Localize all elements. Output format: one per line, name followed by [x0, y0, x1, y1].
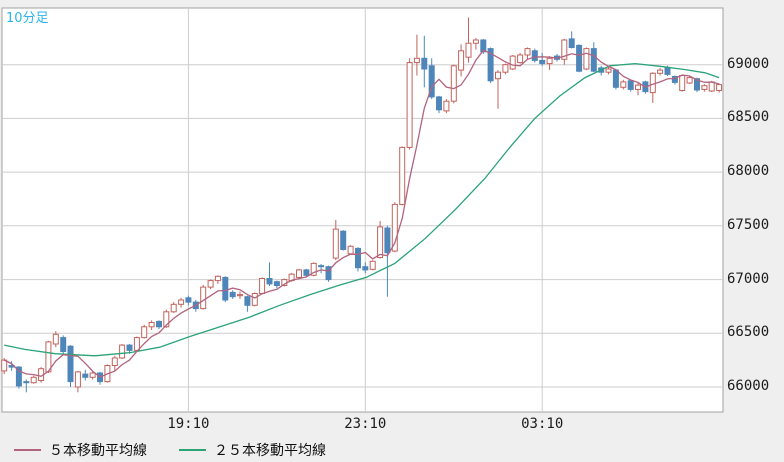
candle-up [391, 202, 398, 253]
candle-up [170, 302, 177, 313]
x-axis-label: 19:10 [167, 416, 210, 432]
candle-up [546, 56, 553, 71]
candle-up [89, 371, 96, 380]
candle-up [458, 44, 465, 77]
candle-down [421, 35, 428, 88]
y-axis-label: 69000 [727, 55, 770, 72]
candle-up [679, 74, 686, 92]
x-axis-label: 23:10 [344, 416, 387, 432]
candle-down [480, 38, 487, 54]
ma5-line-swatch-icon [14, 449, 41, 451]
candle-down [303, 268, 310, 278]
candle-up [111, 355, 118, 371]
candle-up [310, 262, 317, 277]
candle-up [296, 268, 302, 279]
candle-up [472, 37, 479, 50]
candle-up [443, 99, 450, 114]
candle-up [509, 55, 516, 71]
candle-up [495, 70, 501, 109]
candle-down [340, 230, 347, 251]
candle-up [251, 292, 258, 307]
candle-up [200, 284, 207, 310]
candle-down [185, 295, 192, 306]
legend: ５本移動平均線 ２５本移動平均線 [14, 440, 348, 460]
candle-down [23, 379, 30, 393]
y-axis-label: 66500 [727, 324, 770, 341]
y-axis-label: 66000 [727, 378, 770, 394]
candle-down [627, 79, 634, 92]
legend-item-ma25: ２５本移動平均線 [179, 440, 326, 460]
candle-down [67, 345, 74, 387]
candle-down [436, 95, 442, 114]
y-axis-label: 67500 [727, 216, 770, 233]
candle-up [178, 297, 185, 308]
candle-up [716, 83, 723, 93]
candle-up [30, 375, 37, 384]
ma25-legend-label: ２５本移動平均線 [214, 443, 326, 459]
candle-down [362, 262, 369, 274]
candle-up [406, 58, 413, 150]
candle-down [222, 276, 229, 303]
y-axis-label: 68000 [727, 163, 770, 180]
candle-up [450, 64, 457, 104]
candle-down [229, 290, 236, 299]
candle-up [119, 344, 126, 359]
y-axis-label: 67000 [727, 270, 770, 287]
candle-up [214, 275, 221, 284]
candle-up [141, 324, 148, 339]
candle-up [74, 370, 81, 393]
candle-up [347, 245, 354, 255]
candle-down [156, 320, 162, 329]
candle-up [620, 79, 627, 90]
legend-item-ma5: ５本移動平均線 [14, 440, 147, 460]
candle-up [369, 260, 376, 271]
candle-down [671, 75, 678, 85]
candle-up [524, 47, 531, 60]
candle-up [635, 83, 641, 96]
candle-up [502, 63, 509, 75]
candle-up [413, 34, 420, 76]
candle-down [384, 225, 391, 297]
candle-down [266, 262, 273, 286]
ma5-legend-label: ５本移動平均線 [49, 443, 147, 459]
y-axis-label: 68500 [727, 109, 770, 126]
candle-down [576, 44, 583, 73]
candle-up [657, 67, 664, 76]
candle-down [273, 280, 280, 289]
candle-down [428, 58, 435, 100]
candle-up [583, 47, 590, 71]
candle-down [325, 265, 332, 282]
ma5-line [3, 49, 720, 378]
candle-down [15, 366, 22, 389]
candle-down [318, 264, 325, 274]
x-axis-label: 03:10 [521, 416, 564, 432]
period-label: 10分足 [6, 11, 49, 26]
candle-up [148, 320, 155, 330]
candle-up [52, 331, 59, 348]
candle-up [259, 277, 266, 295]
candle-up [517, 52, 524, 64]
candle-up [399, 146, 406, 206]
candle-up [561, 38, 568, 65]
candle-up [332, 219, 339, 261]
candle-down [355, 247, 361, 272]
candle-down [531, 48, 538, 63]
candle-down [82, 369, 89, 381]
candle-up [605, 66, 612, 75]
ma25-line-swatch-icon [179, 449, 206, 451]
candle-down [244, 295, 251, 312]
candle-up [207, 279, 214, 290]
candle-up [237, 291, 243, 299]
candle-up [465, 17, 472, 63]
candle-up [701, 84, 708, 92]
candle-down [568, 31, 575, 49]
candle-up [377, 221, 384, 259]
candle-down [60, 335, 67, 355]
candle-down [539, 52, 546, 66]
ma25-line [4, 62, 720, 357]
candle-up [686, 75, 693, 85]
candle-down [590, 42, 597, 73]
